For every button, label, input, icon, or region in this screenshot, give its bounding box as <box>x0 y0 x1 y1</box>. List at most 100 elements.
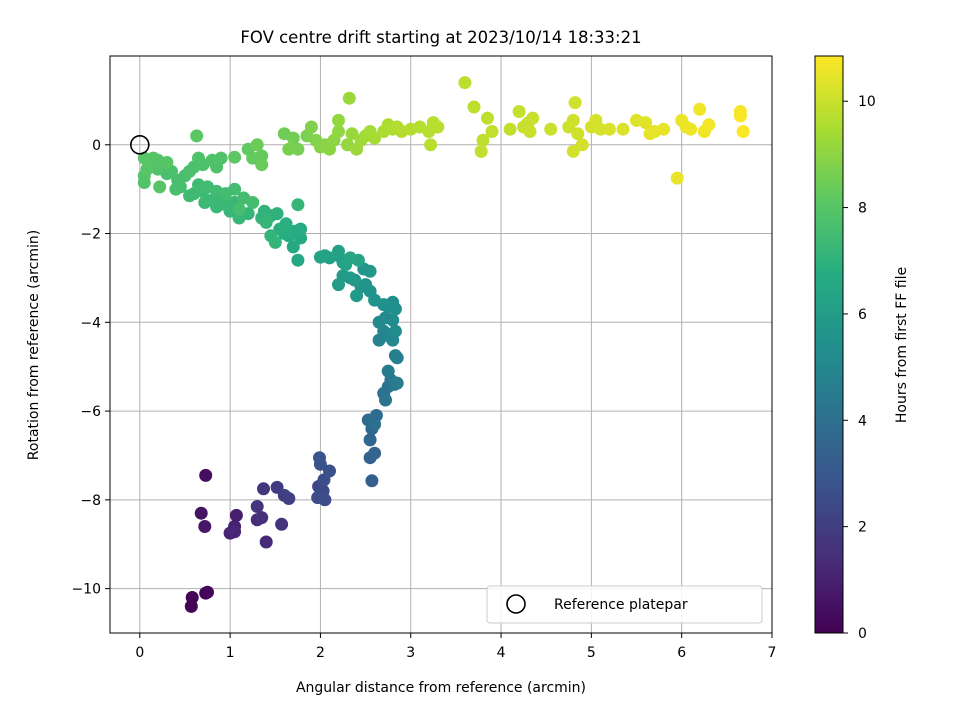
scatter-point <box>332 244 345 258</box>
scatter-point <box>198 520 212 533</box>
scatter-point <box>250 138 264 152</box>
scatter-point <box>228 525 242 539</box>
scatter-point <box>523 125 537 138</box>
scatter-point <box>259 535 273 549</box>
scatter-point <box>294 222 308 236</box>
chart-title: FOV centre drift starting at 2023/10/14 … <box>240 28 641 47</box>
scatter-point <box>381 364 395 378</box>
scatter-point <box>275 517 289 531</box>
y-tick-label: −10 <box>71 582 101 598</box>
scatter-point <box>575 138 589 152</box>
scatter-point <box>153 180 167 194</box>
scatter-point <box>246 196 260 209</box>
scatter-points <box>137 76 750 613</box>
scatter-point <box>684 122 698 136</box>
scatter-point <box>282 492 296 505</box>
scatter-point <box>639 116 653 130</box>
scatter-point <box>199 468 213 482</box>
colorbar: 0 2 4 6 8 10 Hours from first FF file <box>814 55 910 642</box>
scatter-point <box>192 151 205 165</box>
scatter-point <box>286 131 300 145</box>
scatter-point <box>467 100 481 114</box>
y-tick-label: −4 <box>80 315 101 331</box>
scatter-point <box>458 76 472 90</box>
scatter-point <box>185 591 199 604</box>
scatter-point <box>286 240 300 254</box>
legend-label: Reference platepar <box>554 597 688 613</box>
colorbar-tick-label: 2 <box>858 520 867 536</box>
scatter-point <box>390 376 404 390</box>
scatter-point <box>198 196 212 209</box>
scatter-point <box>291 142 305 156</box>
plot-frame <box>109 55 773 634</box>
scatter-point <box>431 120 445 134</box>
scatter-point <box>670 171 684 185</box>
scatter-point <box>313 451 326 465</box>
scatter-point <box>268 235 282 249</box>
x-tick-label: 5 <box>587 645 596 661</box>
scatter-point <box>702 118 716 132</box>
scatter-point <box>137 176 151 189</box>
scatter-point <box>386 313 400 327</box>
scatter-point <box>388 324 402 338</box>
scatter-point <box>602 122 616 136</box>
scatter-point <box>291 198 305 212</box>
reference-platepar-marker <box>130 134 150 155</box>
y-tick-label: −2 <box>80 227 101 243</box>
legend-marker-icon <box>506 594 526 614</box>
scatter-point <box>363 433 377 447</box>
scatter-point <box>282 142 296 156</box>
scatter-point <box>342 91 356 105</box>
scatter-point <box>228 150 242 164</box>
scatter-point <box>255 158 269 172</box>
colorbar-ticks: 0 2 4 6 8 10 <box>843 94 876 642</box>
x-tick-label: 2 <box>316 645 325 661</box>
scatter-point <box>571 127 585 141</box>
scatter-point <box>257 482 270 496</box>
scatter-point <box>194 506 208 520</box>
scatter-point <box>255 511 269 525</box>
y-tick-label: −6 <box>80 404 101 420</box>
x-tick-label: 3 <box>406 645 415 661</box>
scatter-point <box>388 349 402 363</box>
scatter-point <box>279 217 293 231</box>
colorbar-gradient <box>814 55 844 634</box>
scatter-point <box>368 446 382 460</box>
scatter-point <box>229 508 243 522</box>
scatter-point <box>201 585 214 599</box>
scatter-point <box>424 138 438 152</box>
scatter-point <box>368 131 382 145</box>
scatter-point <box>544 122 558 136</box>
scatter-point <box>313 250 327 264</box>
x-tick-label: 0 <box>135 645 144 661</box>
scatter-point <box>503 122 517 136</box>
colorbar-tick-label: 0 <box>858 626 867 642</box>
scatter-point <box>250 500 264 513</box>
scatter-point <box>232 211 246 225</box>
scatter-point <box>350 289 364 303</box>
scatter-point <box>566 144 580 158</box>
scatter-point <box>733 109 747 123</box>
colorbar-tick-label: 8 <box>858 201 867 217</box>
colorbar-tick-label: 4 <box>858 413 867 429</box>
scatter-point <box>151 162 165 176</box>
scatter-point <box>343 251 357 265</box>
x-axis-ticks: 0 1 2 3 4 5 6 7 <box>135 633 776 661</box>
colorbar-label: Hours from first FF file <box>894 267 910 423</box>
scatter-point <box>476 133 490 147</box>
scatter-point <box>304 120 318 134</box>
colorbar-tick-label: 6 <box>858 307 867 323</box>
scatter-point <box>345 127 359 141</box>
scatter-point <box>137 151 151 165</box>
scatter-point <box>190 129 204 143</box>
scatter-point <box>291 253 305 267</box>
y-tick-label: 0 <box>92 138 101 154</box>
legend: Reference platepar <box>486 585 763 624</box>
scatter-point <box>332 125 345 138</box>
scatter-point <box>657 122 671 136</box>
scatter-point <box>214 151 228 165</box>
scatter-point <box>332 113 345 127</box>
scatter-point <box>474 144 488 158</box>
scatter-point <box>259 215 273 229</box>
